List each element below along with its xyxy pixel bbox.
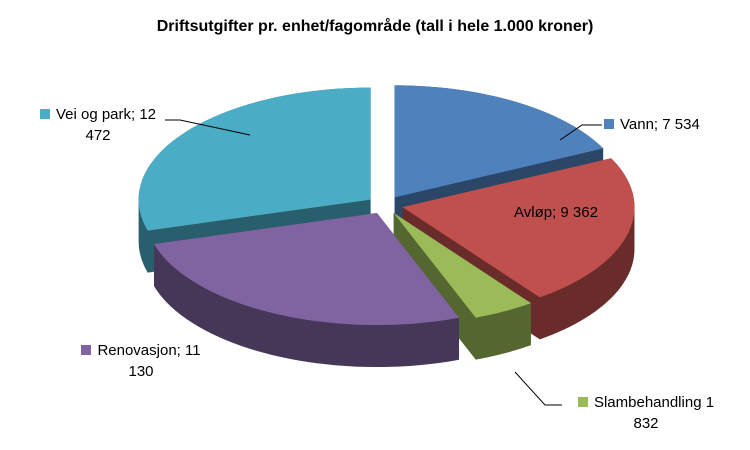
label-text: Renovasjon; 11 130 — [97, 342, 201, 380]
slice — [394, 85, 604, 198]
label-text: Vann; 7 534 — [620, 116, 700, 133]
legend-swatch — [39, 109, 50, 119]
data-label: Slambehandling 1 832 — [566, 392, 726, 434]
slice — [154, 213, 460, 326]
leader-line — [514, 371, 562, 406]
chart-title: Driftsutgifter pr. enhet/fagområde (tall… — [156, 18, 594, 35]
label-text: Vei og park; 12 472 — [55, 106, 157, 144]
leader-line — [559, 124, 602, 141]
data-label: Vei og park; 12 472 — [38, 104, 158, 146]
data-label: Vann; 7 534 — [604, 114, 750, 135]
slice — [393, 212, 531, 318]
legend-swatch — [498, 207, 508, 217]
legend-swatch — [81, 345, 92, 355]
legend-swatch — [577, 397, 588, 407]
legend-swatch — [604, 119, 614, 129]
data-label: Avløp; 9 362 — [498, 202, 638, 223]
slice — [138, 87, 371, 231]
leader-line — [165, 119, 251, 136]
label-text: Avløp; 9 362 — [514, 204, 598, 221]
data-label: Renovasjon; 11 130 — [76, 340, 206, 382]
slice — [402, 158, 635, 298]
label-text: Slambehandling 1 832 — [593, 394, 715, 432]
